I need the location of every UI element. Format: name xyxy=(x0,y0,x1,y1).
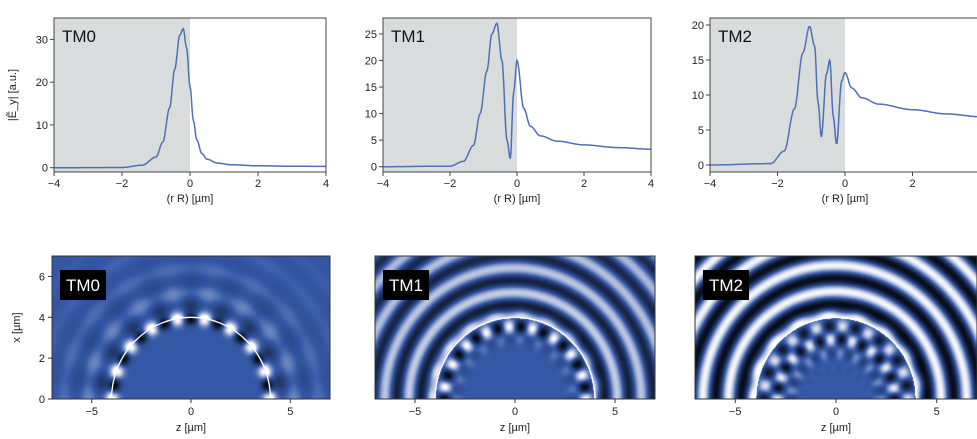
x-tick-label: 0 xyxy=(188,406,194,418)
x-axis-label: (r R) [µm] xyxy=(494,193,541,205)
field-map-tm2: −5 0 5 z [µm] TM2 xyxy=(694,255,977,434)
x-tick-label: −5 xyxy=(409,406,422,418)
x-axis-label: z [µm] xyxy=(176,422,206,434)
field-map-tm1: −5 0 5 z [µm] TM1 xyxy=(374,255,656,434)
y-tick-label: 25 xyxy=(365,29,377,41)
x-tick-label: −4 xyxy=(377,178,390,190)
x-tick-label: 5 xyxy=(934,406,940,418)
x-tick-label: −4 xyxy=(704,178,717,190)
x-tick-label: −5 xyxy=(729,406,742,418)
x-tick-label: 0 xyxy=(833,406,839,418)
shaded-region xyxy=(383,18,517,172)
shaded-region xyxy=(54,18,190,172)
y-tick-label: 10 xyxy=(692,90,704,102)
y-tick-label: 10 xyxy=(36,120,48,132)
y-tick-label: 2 xyxy=(39,353,45,365)
mode-label-box xyxy=(60,270,106,300)
resonator-boundary xyxy=(110,316,272,400)
y-tick-label: 0 xyxy=(42,163,48,175)
x-tick-label: 0 xyxy=(512,406,518,418)
x-tick-label: −2 xyxy=(771,178,784,190)
mode-label: TM2 xyxy=(718,27,752,46)
resonator-boundary xyxy=(754,316,918,400)
x-tick-label: 2 xyxy=(909,178,915,190)
y-axis-label: |Ẽ_y| [a.u.] xyxy=(6,69,19,121)
x-tick-label: 5 xyxy=(612,406,618,418)
mode-label: TM1 xyxy=(389,276,423,295)
mode-label: TM0 xyxy=(62,27,96,46)
shaded-region xyxy=(710,18,845,172)
x-tick-label: 0 xyxy=(842,178,848,190)
y-tick-label: 5 xyxy=(371,135,377,147)
y-tick-label: 20 xyxy=(365,55,377,67)
y-tick-label: 20 xyxy=(36,77,48,89)
x-tick-label: 4 xyxy=(323,178,329,190)
x-axis-label: z [µm] xyxy=(500,422,530,434)
field-profile-line xyxy=(54,27,326,169)
resonator-boundary xyxy=(434,316,596,400)
y-axis-label: x [µm] xyxy=(11,312,23,342)
line-plot-tm1: −4 −2 0 2 4 0 5 10 15 20 25 (r R) [µm] TM1 xyxy=(365,17,654,205)
x-axis-label: z [µm] xyxy=(821,422,851,434)
y-tick-label: 20 xyxy=(692,20,704,32)
mode-label: TM0 xyxy=(66,276,100,295)
x-tick-label: −4 xyxy=(48,178,61,190)
y-tick-label: 15 xyxy=(365,82,377,94)
x-axis-label: (r R) [µm] xyxy=(822,193,869,205)
x-axis-label: (r R) [µm] xyxy=(167,193,214,205)
x-tick-label: 0 xyxy=(187,178,193,190)
x-tick-label: −2 xyxy=(444,178,457,190)
x-tick-label: 2 xyxy=(255,178,261,190)
line-plot-tm0: −4 −2 0 2 4 0 10 20 30 (r R) [µm] |Ẽ_y| [a.u.] TM0 xyxy=(6,17,329,205)
field-map-tm0: −5 0 5 0 2 4 6 z [µm] x [µm] TM0 xyxy=(11,255,331,434)
y-tick-label: 10 xyxy=(365,109,377,121)
field-profile-line xyxy=(383,22,651,168)
y-tick-label: 0 xyxy=(371,162,377,174)
field-profile-line xyxy=(710,25,977,166)
mode-label-box xyxy=(383,270,429,300)
y-tick-label: 5 xyxy=(698,125,704,137)
x-tick-label: −5 xyxy=(85,406,98,418)
y-tick-label: 0 xyxy=(698,160,704,172)
y-tick-label: 4 xyxy=(39,312,45,324)
mode-label: TM1 xyxy=(391,27,425,46)
x-tick-label: 2 xyxy=(581,178,587,190)
y-tick-label: 30 xyxy=(36,34,48,46)
y-tick-label: 6 xyxy=(39,271,45,283)
mode-label-box xyxy=(703,270,749,300)
x-tick-label: −2 xyxy=(116,178,129,190)
x-tick-label: 4 xyxy=(648,178,654,190)
mode-label: TM2 xyxy=(709,276,743,295)
y-tick-label: 0 xyxy=(39,394,45,406)
y-tick-label: 15 xyxy=(692,55,704,67)
x-tick-label: 0 xyxy=(514,178,520,190)
x-tick-label: 5 xyxy=(287,406,293,418)
